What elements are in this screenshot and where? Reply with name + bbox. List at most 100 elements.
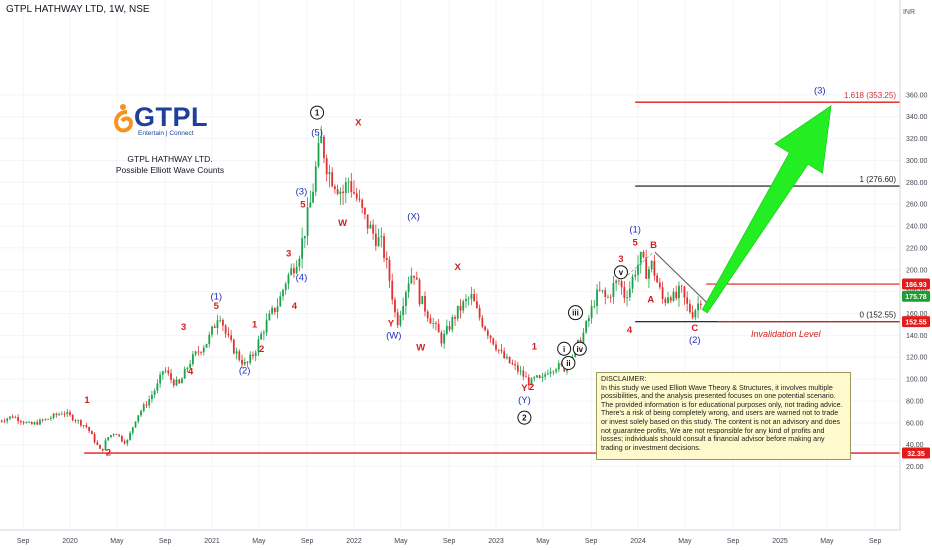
candle-body	[615, 280, 618, 283]
candle-body	[456, 305, 459, 319]
time-tick-label: Sep	[301, 538, 314, 545]
time-tick-label: 2023	[488, 538, 504, 545]
time-axis[interactable]: Sep 2020 May Sep 2021 May Sep 2022 May Sep 2023 May…	[0, 529, 900, 545]
candle-body	[293, 268, 295, 274]
candle-body	[333, 186, 336, 190]
price-tick-label: 360.00	[906, 92, 928, 99]
candle-body	[279, 296, 282, 307]
candle-body	[686, 297, 689, 304]
time-tick-label: May	[536, 538, 550, 545]
price-tick-label: 160.00	[906, 311, 928, 318]
wave-label: v	[619, 268, 624, 277]
candle-body	[186, 367, 189, 369]
wave-label: (1)	[210, 291, 222, 302]
candle-body	[369, 224, 372, 229]
candle-body	[399, 314, 402, 326]
brand-name: GTPL	[134, 102, 208, 132]
price-axis[interactable]: 20.00 40.00 60.00 80.00 100.00 120.00 140.00 16…	[899, 0, 928, 530]
candle-body	[69, 412, 71, 415]
candle-body	[344, 182, 347, 194]
candle-body	[634, 274, 637, 277]
candle-body	[678, 285, 680, 299]
candle-body	[364, 207, 366, 215]
wave-label: (2)	[239, 366, 251, 377]
time-tick-label: Sep	[585, 538, 598, 545]
candle-body	[361, 199, 364, 208]
wave-label: 5	[300, 199, 306, 210]
wave-circle	[572, 341, 587, 356]
candle-body	[429, 318, 432, 324]
candle-body	[123, 441, 126, 444]
price-tag-label: 32.35	[907, 451, 925, 458]
candle-body	[601, 290, 604, 292]
wave-label: 2	[259, 344, 264, 355]
candle-body	[268, 313, 271, 321]
price-tag-bg	[902, 447, 930, 459]
price-tag-bg	[902, 316, 930, 328]
candle-body	[366, 214, 369, 229]
wave-label: W	[416, 343, 425, 354]
candle-body	[385, 258, 388, 260]
price-tick-label: 200.00	[906, 267, 928, 274]
candle-body	[451, 317, 454, 330]
candle-body	[443, 333, 446, 344]
candle-body	[205, 343, 208, 348]
candle-body	[287, 274, 290, 284]
candle-body	[320, 136, 323, 144]
candle-body	[462, 301, 465, 311]
wave-label: (3)	[814, 86, 826, 97]
time-tick-label: 2024	[630, 538, 646, 545]
candle-body	[112, 434, 115, 436]
candle-body	[525, 376, 527, 378]
candle-body	[448, 325, 451, 330]
candle-body	[639, 251, 642, 265]
candle-body	[511, 363, 514, 365]
candle-body	[372, 224, 375, 234]
wave-label: 3	[181, 322, 186, 333]
candle-body	[118, 434, 121, 437]
wave-circle	[557, 341, 572, 356]
candle-body	[82, 425, 85, 427]
candle-body	[88, 426, 91, 432]
price-tick-label: 40.00	[906, 442, 924, 449]
level-label: 1.618 (353.25)	[844, 91, 896, 100]
wave-label: (1)	[629, 225, 641, 236]
price-tick-label: 260.00	[906, 202, 928, 209]
candle-body	[342, 191, 344, 194]
wave-label: (X)	[407, 211, 420, 222]
candle-body	[680, 285, 683, 287]
price-tick-label: 140.00	[906, 333, 928, 340]
candle-body	[432, 323, 435, 324]
candle-body	[126, 440, 129, 444]
wave-label: X	[355, 117, 362, 128]
candle-body	[175, 379, 178, 386]
price-tick-label: 100.00	[906, 377, 928, 384]
candle-body	[495, 344, 497, 350]
candle-body	[252, 354, 254, 357]
candle-body	[585, 321, 588, 333]
invalidation-level-label: Invalidation Level	[751, 329, 822, 339]
wave-label: 2	[106, 448, 111, 459]
wave-label: (3)	[296, 186, 308, 197]
wave-label: 4	[188, 367, 194, 378]
disclaimer-heading: DISCLAIMER:	[601, 375, 647, 383]
time-tick-label: May	[252, 538, 266, 545]
candle-body	[189, 364, 192, 368]
candle-body	[642, 251, 645, 258]
candle-body	[44, 418, 47, 421]
candle-body	[238, 351, 241, 360]
candle-body	[691, 312, 694, 318]
time-tick-label: Sep	[869, 538, 882, 545]
candle-body	[153, 390, 156, 395]
candle-body	[0, 420, 3, 422]
wave-label: 2	[522, 414, 527, 423]
candle-body	[631, 276, 634, 289]
candle-body	[284, 283, 287, 290]
candle-body	[246, 361, 249, 363]
candle-body	[137, 415, 140, 422]
candle-body	[295, 266, 298, 274]
symbol-title[interactable]: GTPL HATHWAY LTD, 1W, NSE	[6, 4, 150, 15]
candle-body	[249, 354, 252, 363]
